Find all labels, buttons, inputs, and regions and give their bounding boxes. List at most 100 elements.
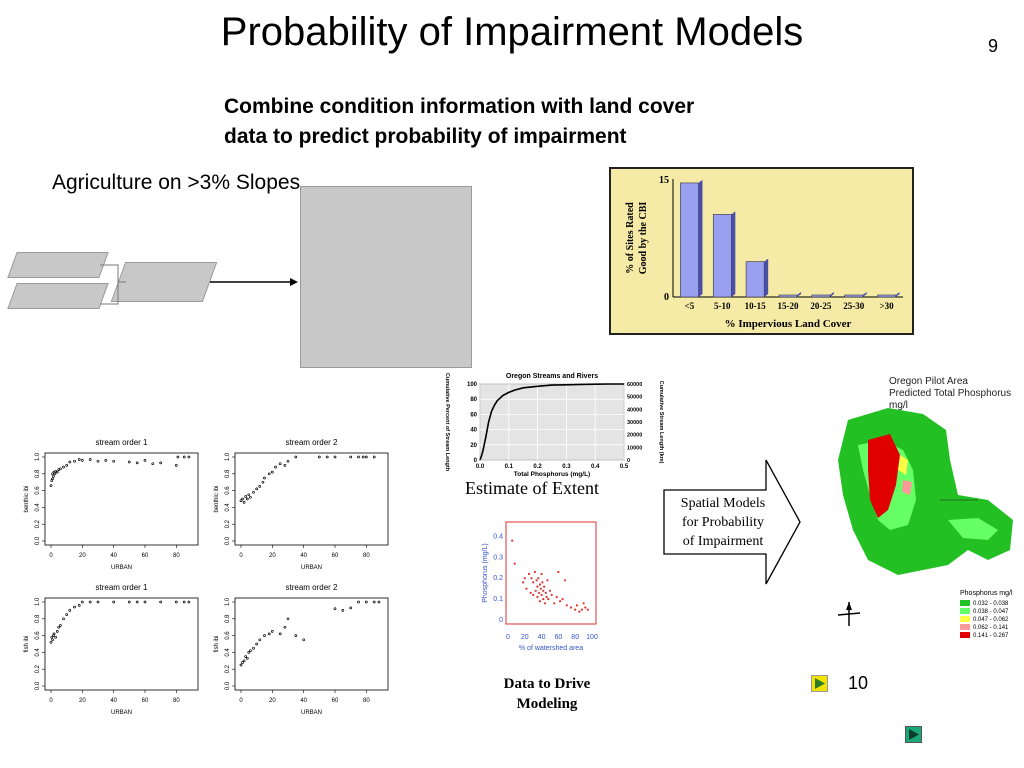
phos-point xyxy=(511,539,514,542)
sp-point xyxy=(112,459,116,463)
sp-ytick: 0.2 xyxy=(225,519,231,528)
spatial-line-3: of Impairment xyxy=(682,534,764,549)
sp-point xyxy=(245,656,249,660)
sp-ytick: 0.0 xyxy=(35,681,41,690)
bar-category-label: <5 xyxy=(685,301,695,311)
bar-category-label: >30 xyxy=(880,301,895,311)
sp-ytick: 0.2 xyxy=(35,664,41,673)
sp-point xyxy=(159,600,163,604)
phos-ytick: 0 xyxy=(499,617,503,624)
phosphorus-legend-title: Phosphorus mg/l xyxy=(960,590,1013,597)
bar-side xyxy=(731,211,736,297)
phos-point xyxy=(557,570,560,574)
impervious-bar-chart: 15 0 <5 5-10 10-15 15-20 20-25 25-30 >30 % Imperv… xyxy=(625,175,903,330)
sp-point xyxy=(112,600,116,604)
sp-point xyxy=(49,640,53,644)
bar-side xyxy=(862,292,867,297)
cdf-y2tick: 20000 xyxy=(627,433,642,439)
sp-point xyxy=(242,501,246,504)
sp-title: stream order 2 xyxy=(285,583,338,592)
phos-point xyxy=(574,608,577,611)
sp-point xyxy=(143,600,147,604)
cdf-xtick: 0.2 xyxy=(533,464,542,470)
sp-point xyxy=(49,484,53,487)
phos-point xyxy=(538,583,541,586)
sp-xtick: 20 xyxy=(79,698,86,704)
phosphorus-scatter-chart: 0 20 40 60 80 100 0 0.1 0.2 0.3 0.4 % of watershed … xyxy=(482,521,598,652)
sp-xtick: 80 xyxy=(173,553,180,559)
phos-point xyxy=(580,608,583,611)
cdf-ytick: 60 xyxy=(470,412,477,418)
sp-point xyxy=(357,600,360,604)
sp-point xyxy=(65,613,69,616)
sp-point xyxy=(239,663,243,667)
bar xyxy=(778,294,798,298)
phos-point xyxy=(532,581,535,584)
legend-row: 0.032 - 0.038 xyxy=(960,600,1008,608)
cdf-y2tick: 40000 xyxy=(627,407,642,413)
sp-point xyxy=(261,480,265,484)
phos-point xyxy=(543,602,547,605)
sp-point xyxy=(68,460,72,464)
sp-point xyxy=(135,461,139,465)
legend-swatch xyxy=(960,632,970,639)
sp-point xyxy=(283,625,287,629)
sp-point xyxy=(267,632,271,636)
phos-point xyxy=(543,585,546,588)
phos-point xyxy=(525,587,528,590)
phos-point xyxy=(586,608,589,611)
sp-ytick: 1.0 xyxy=(35,452,41,461)
subtitle-line-2: data to predict probability of impairmen… xyxy=(224,125,627,148)
slide-subtitle: Combine condition information with land … xyxy=(224,92,844,152)
sp-ytick: 1.0 xyxy=(225,597,231,606)
subtitle-line-1: Combine condition information with land … xyxy=(224,95,695,118)
oregon-title-line-3: mg/l xyxy=(889,400,908,411)
sp-xtick: 40 xyxy=(300,553,307,559)
legend-label: 0.141 - 0.267 xyxy=(973,633,1009,639)
sp-point xyxy=(50,635,54,639)
sp-point xyxy=(65,464,69,467)
nav-forward-button[interactable] xyxy=(811,675,828,692)
sp-y-label: fish ibi xyxy=(24,635,30,652)
phos-xtick: 40 xyxy=(538,634,546,641)
spatial-line-1: Spatial Models xyxy=(680,496,766,511)
phos-xtick: 60 xyxy=(555,634,563,641)
sp-ytick: 0.2 xyxy=(35,519,41,528)
sp-point xyxy=(174,464,178,467)
phos-point xyxy=(548,589,552,592)
phos-point xyxy=(538,600,541,603)
spatial-line-2: for Probability xyxy=(681,515,765,530)
cdf-y2tick: 30000 xyxy=(627,420,642,426)
phos-point xyxy=(539,587,542,590)
phos-point xyxy=(544,591,547,594)
cdf-xtick: 0.0 xyxy=(476,464,485,470)
cumulative-phosphorus-chart: Oregon Streams and Rivers 0.0 0.1 0.2 0.3 0.4… xyxy=(444,373,664,478)
cdf-y-label: Cumulative Percent of Stream Length xyxy=(444,373,450,472)
sp-point xyxy=(77,458,81,461)
oregon-title-line-1: Oregon Pilot Area xyxy=(889,376,968,387)
sp-point xyxy=(270,470,274,474)
sp-point xyxy=(361,455,365,459)
nav-next-button[interactable] xyxy=(905,726,922,743)
state-relief-map-image xyxy=(300,186,472,368)
sp-point xyxy=(249,649,252,653)
slide-title: Probability of Impairment Models xyxy=(220,10,804,54)
sp-point xyxy=(274,465,277,469)
cdf-title: Oregon Streams and Rivers xyxy=(506,373,598,380)
sp-point xyxy=(53,472,57,476)
sp-x-label: URBAN xyxy=(301,710,322,716)
bar xyxy=(811,294,831,298)
benthic-order1-plot: stream order 1 0 20 40 60 80 0.0 0.2 0.4 0.6 0.8 1.… xyxy=(24,438,199,571)
play-icon xyxy=(815,678,825,689)
bar-y-label-2: Good by the CBI xyxy=(638,202,649,275)
sp-y-label: fish ibi xyxy=(214,635,220,652)
sp-point xyxy=(278,462,282,466)
phos-ytick: 0.3 xyxy=(493,554,503,561)
sp-point xyxy=(247,493,251,497)
sp-point xyxy=(88,458,92,461)
cdf-y2tick: 50000 xyxy=(627,395,642,401)
bar xyxy=(745,261,765,298)
sp-point xyxy=(263,634,266,637)
phos-y-label: Phosphorus (mg/L) xyxy=(482,543,489,603)
sp-point xyxy=(333,455,337,459)
